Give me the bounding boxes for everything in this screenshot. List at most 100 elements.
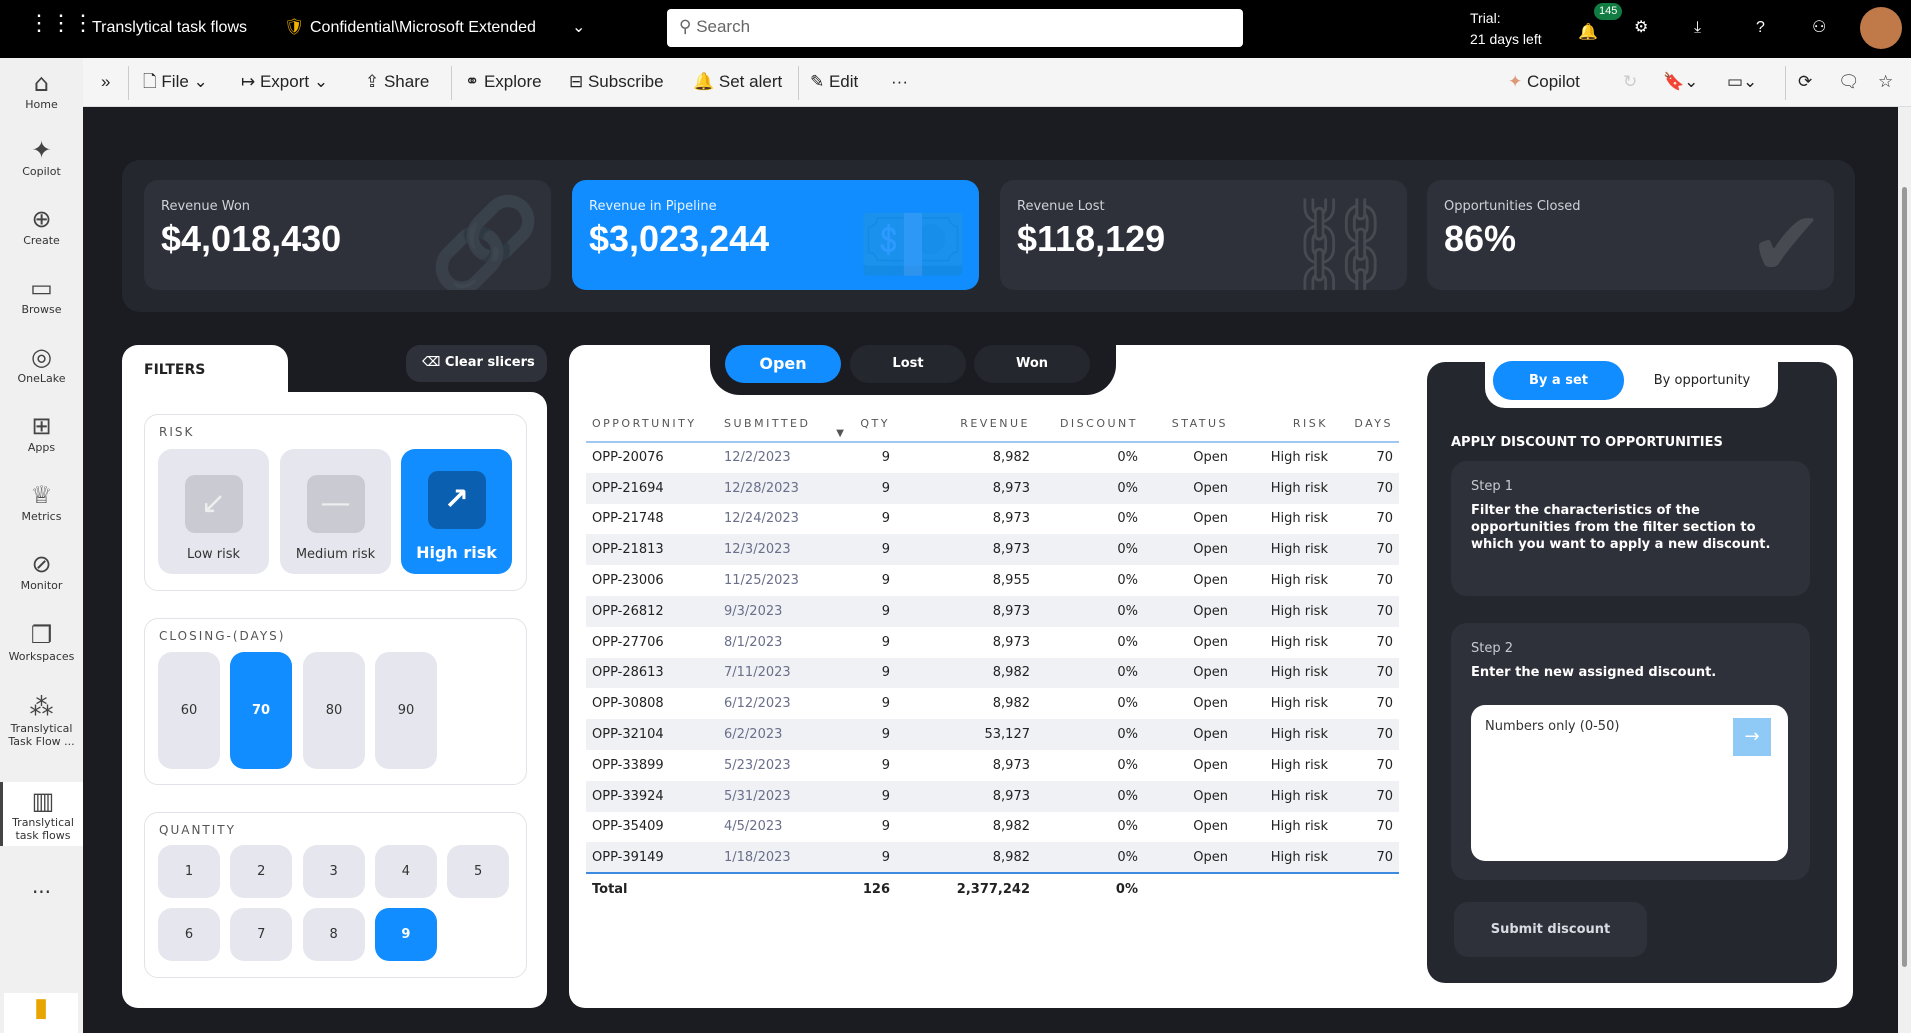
table-row[interactable]: OPP-33899 5/23/2023 9 8,973 0% Open High risk 7… [586, 750, 1399, 781]
more-button[interactable]: ··· [891, 72, 908, 91]
column-header-status[interactable]: STATUS [1144, 405, 1234, 443]
nav-item-apps[interactable]: ⊞ Apps [0, 411, 83, 454]
risk-option-high-risk[interactable]: ↗ High risk [401, 449, 512, 574]
app-title[interactable]: Translytical task flows [92, 19, 247, 36]
table-row[interactable]: OPP-30808 6/12/2023 9 8,982 0% Open High risk 7… [586, 688, 1399, 719]
quantity-option-4[interactable]: 4 [374, 845, 437, 898]
submit-discount-button[interactable]: Submit discount [1454, 902, 1647, 957]
quantity-option-3[interactable]: 3 [302, 845, 365, 898]
cell-days: 70 [1334, 595, 1399, 627]
table-row[interactable]: OPP-32104 6/2/2023 9 53,127 0% Open High risk 7… [586, 719, 1399, 750]
tab-open[interactable]: Open [725, 345, 841, 383]
set-alert-button[interactable]: 🔔 Set alert [693, 72, 783, 91]
favorite-icon[interactable]: ☆ [1878, 72, 1894, 91]
scrollbar[interactable] [1898, 107, 1911, 1033]
file-button[interactable]: 🗋 File ⌄ [143, 72, 208, 91]
view-icon[interactable]: ▭⌄ [1727, 72, 1758, 91]
subscribe-button[interactable]: ⊟ Subscribe [569, 72, 664, 91]
gear-icon[interactable]: ⚙ [1634, 19, 1649, 36]
quantity-option-2[interactable]: 2 [230, 845, 293, 898]
table-row[interactable]: OPP-20076 12/2/2023 9 8,982 0% Open High risk 7… [586, 442, 1399, 473]
tab-won[interactable]: Won [974, 345, 1090, 383]
sensitivity-label[interactable]: Confidential\Microsoft Extended [310, 19, 536, 36]
arrow-right-icon[interactable]: → [1733, 718, 1771, 756]
nav-item-create[interactable]: ⊕ Create [0, 204, 83, 247]
expand-icon[interactable]: » [101, 72, 111, 91]
copilot-button[interactable]: ✦ Copilot [1508, 72, 1580, 91]
edit-button[interactable]: ✎ Edit [810, 72, 859, 91]
cell-risk: High risk [1270, 573, 1328, 589]
bell-icon[interactable]: 🔔 [1578, 24, 1598, 41]
nav-item-translytical-task-flows[interactable]: ▥ Translytical task flows [0, 782, 83, 846]
column-header-risk[interactable]: RISK [1234, 405, 1334, 443]
cell-opportunity: OPP-23006 [592, 573, 664, 589]
nav-item-metrics[interactable]: ♕ Metrics [0, 480, 83, 523]
cell-revenue: 8,982 [992, 696, 1030, 712]
export-button[interactable]: ↦ Export ⌄ [241, 72, 329, 91]
quantity-option-7[interactable]: 7 [230, 908, 293, 961]
column-header-revenue[interactable]: REVENUE [896, 405, 1036, 443]
help-icon[interactable]: ? [1756, 19, 1765, 36]
risk-option-label: Medium risk [295, 547, 376, 562]
app-launcher-icon[interactable]: ⋮⋮⋮ [28, 10, 94, 35]
column-header-qty[interactable]: QTY [838, 405, 896, 443]
table-row[interactable]: OPP-23006 11/25/2023 9 8,955 0% Open High risk… [586, 565, 1399, 596]
kpi-label: Revenue in Pipeline [589, 199, 717, 214]
table-row[interactable]: OPP-28613 7/11/2023 9 8,982 0% Open High risk 7… [586, 657, 1399, 689]
table-row[interactable]: OPP-26812 9/3/2023 9 8,973 0% Open High risk 70 [586, 595, 1399, 627]
closing-option-80[interactable]: 80 [303, 652, 365, 769]
nav-item-translytical-task-flow-[interactable]: ⁂ Translytical Task Flow ... [0, 692, 83, 748]
nav-item-browse[interactable]: ▭ Browse [0, 273, 83, 316]
bookmark-icon[interactable]: 🔖⌄ [1663, 72, 1699, 91]
cell-days: 70 [1334, 534, 1399, 566]
cell-opportunity: OPP-21748 [592, 511, 664, 527]
quantity-option-1[interactable]: 1 [158, 845, 220, 898]
kpi-label: Revenue Won [161, 199, 251, 214]
column-header-submitted[interactable]: SUBMITTED ▼ [718, 405, 844, 443]
table-row[interactable]: OPP-21813 12/3/2023 9 8,973 0% Open High risk 7… [586, 534, 1399, 566]
chevron-down-icon[interactable]: ⌄ [572, 19, 586, 36]
share-button[interactable]: ⇪ Share [365, 72, 430, 91]
more-nav-icon[interactable]: ··· [31, 880, 52, 904]
column-header-discount[interactable]: DISCOUNT [1036, 405, 1144, 443]
table-row[interactable]: OPP-35409 4/5/2023 9 8,982 0% Open High risk 70 [586, 812, 1399, 843]
column-header-days[interactable]: DAYS [1334, 405, 1399, 443]
nav-item-home[interactable]: ⌂ Home [0, 68, 83, 111]
search-input[interactable]: ⚲ Search [667, 9, 1243, 47]
tab-lost[interactable]: Lost [850, 345, 966, 383]
nav-item-monitor[interactable]: ⊘ Monitor [0, 549, 83, 592]
share-people-icon[interactable]: ⚇ [1812, 19, 1827, 36]
quantity-option-8[interactable]: 8 [302, 908, 365, 961]
tab-by-opportunity[interactable]: By opportunity [1653, 373, 1751, 388]
download-icon[interactable]: ⤓ [1694, 19, 1702, 36]
closing-option-60[interactable]: 60 [158, 652, 220, 769]
table-row[interactable]: OPP-21748 12/24/2023 9 8,973 0% Open High risk… [586, 504, 1399, 535]
cell-days: 70 [1376, 573, 1393, 589]
closing-option-90[interactable]: 90 [375, 652, 437, 769]
refresh-icon[interactable]: ⟳ [1798, 72, 1813, 91]
closing-option-70[interactable]: 70 [230, 652, 292, 769]
notification-badge[interactable]: 145 [1594, 3, 1623, 20]
nav-item-onelake[interactable]: ◎ OneLake [0, 342, 83, 385]
table-row[interactable]: OPP-33924 5/31/2023 9 8,973 0% Open High risk 7… [586, 780, 1399, 812]
quantity-option-6[interactable]: 6 [158, 908, 220, 961]
table-row[interactable]: OPP-39149 1/18/2023 9 8,982 0% Open High risk 7… [586, 842, 1399, 874]
monitor-icon: ⊘ [31, 550, 52, 578]
cell-discount: 0% [1036, 472, 1144, 504]
reset-icon[interactable]: ↻ [1623, 72, 1638, 91]
explore-button[interactable]: ⚭ Explore [465, 72, 542, 91]
cell-discount: 0% [1036, 657, 1144, 689]
risk-option-medium-risk[interactable]: — Medium risk [280, 449, 391, 574]
clear-slicers-button[interactable]: ⌫ Clear slicers [406, 345, 547, 382]
table-row[interactable]: OPP-21694 12/28/2023 9 8,973 0% Open High risk… [586, 472, 1399, 504]
risk-option-low-risk[interactable]: ↙ Low risk [158, 449, 269, 574]
nav-item-copilot[interactable]: ✦ Copilot [0, 135, 83, 178]
comment-icon[interactable]: 🗨 [1838, 72, 1860, 91]
tab-by-a-set[interactable]: By a set [1493, 361, 1624, 400]
table-row[interactable]: OPP-27706 8/1/2023 9 8,973 0% Open High risk 70 [586, 627, 1399, 658]
quantity-option-9[interactable]: 9 [374, 908, 437, 961]
column-header-opportunity[interactable]: OPPORTUNITY [586, 405, 718, 443]
nav-item-workspaces[interactable]: ❐ Workspaces [0, 620, 83, 663]
avatar[interactable] [1860, 7, 1902, 49]
quantity-option-5[interactable]: 5 [447, 845, 510, 898]
